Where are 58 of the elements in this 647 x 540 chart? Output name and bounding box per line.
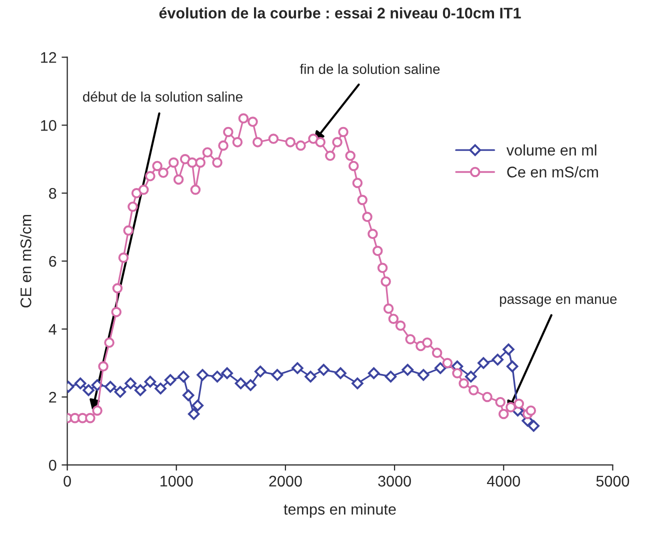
point [211,370,224,382]
x-tick-label: 5000 [596,476,630,487]
legend-label: volume en ml [506,144,596,156]
point [192,400,204,412]
point [304,370,316,382]
point [74,378,86,390]
point [292,362,304,374]
y-tick-label: 2 [49,392,56,403]
point [506,360,518,372]
point [352,378,364,390]
point [196,369,208,381]
point [104,380,116,393]
annotation: passage en manue [500,296,617,307]
point [465,370,477,382]
y-tick-label: 0 [48,460,56,471]
legend-label: Ce en mS/cm [507,166,598,178]
point [502,344,514,356]
point [492,354,504,366]
x-tick-label: 3000 [378,476,411,487]
y-tick-label: 12 [41,52,56,63]
point [154,382,166,394]
point [134,384,146,396]
y-axis-title: CE en mS/cm [20,214,32,308]
annotation: début de la solution saline [83,91,242,102]
point [178,370,190,382]
point [318,364,330,376]
y-tick-label: 10 [41,120,56,131]
point [244,379,256,391]
point [91,379,104,391]
y-tick-label: 6 [49,256,56,267]
x-tick-label: 2000 [269,476,302,487]
point [82,384,94,396]
point [114,386,126,398]
point [164,374,176,386]
point [418,369,430,381]
point [368,367,380,380]
annotation: fin de la solution saline [300,64,440,74]
point [478,357,490,369]
point [434,362,446,374]
point [144,376,156,388]
x-tick-label: 4000 [486,476,520,487]
point [234,378,247,390]
point [221,367,233,380]
point [402,364,414,376]
x-tick-label: 0 [64,476,71,487]
point [254,366,266,378]
point [384,370,397,382]
x-axis-title: temps en minute [284,503,396,518]
point [182,389,194,402]
point [528,420,540,432]
y-tick-label: 4 [48,324,56,335]
point [334,367,346,380]
point [188,408,200,420]
x-tick-label: 1000 [160,476,193,487]
chart-title: évolution de la courbe : essai 2 niveau 0-10cm IT1 [159,7,521,18]
point [124,378,136,390]
point [271,369,284,381]
y-tick-label: 8 [49,188,56,199]
